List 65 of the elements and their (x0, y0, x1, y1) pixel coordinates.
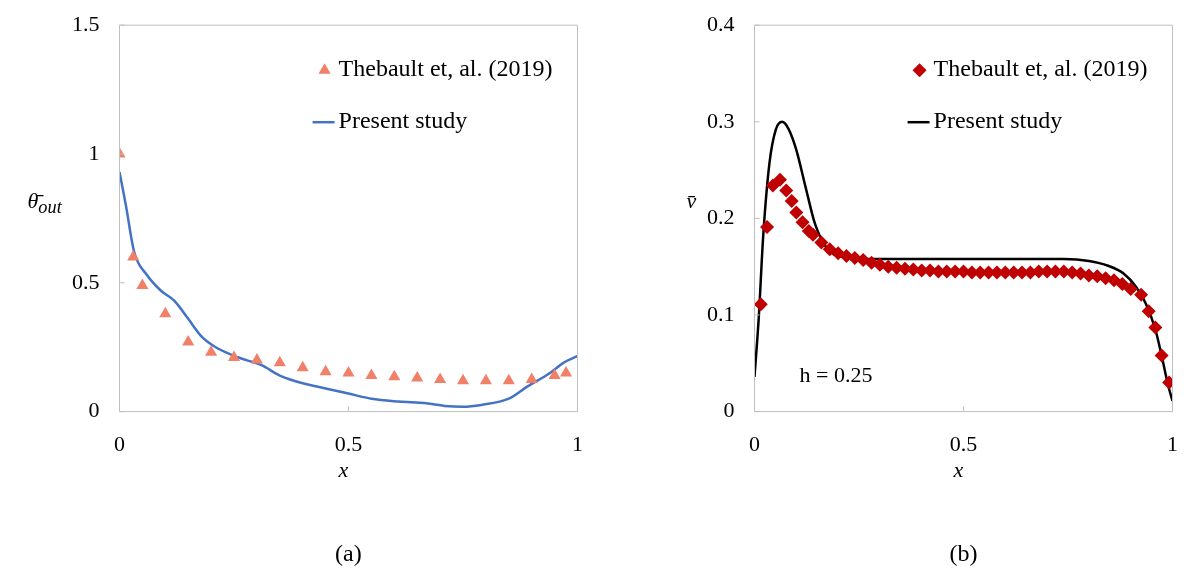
point (754, 297, 768, 312)
point (296, 360, 309, 372)
point (159, 306, 172, 318)
point (502, 373, 515, 385)
point (205, 345, 218, 356)
x-tick-label: 0 (749, 430, 760, 456)
point (779, 183, 794, 198)
y-tick-label: 0.5 (72, 268, 100, 294)
text: (a) (335, 540, 362, 567)
x-tick-label: 0 (114, 430, 125, 456)
point (773, 172, 787, 187)
point (1148, 320, 1163, 335)
point (273, 355, 286, 367)
legend-label: Present study (338, 107, 468, 134)
point (525, 372, 538, 383)
y-tick-label: 0.4 (707, 10, 735, 36)
y-axis-title: θ̄$_{out}$ (27, 188, 62, 219)
y-tick-label: 0.3 (707, 107, 735, 133)
point (456, 373, 470, 385)
point (227, 350, 241, 361)
point (789, 205, 804, 220)
y-tick-label: 0 (723, 397, 735, 423)
point (127, 250, 140, 261)
point (559, 365, 573, 377)
x-axis-title: x (338, 456, 349, 483)
point (814, 235, 829, 250)
point (411, 371, 424, 382)
point (136, 278, 149, 289)
y-axis-title: v̄ (686, 188, 697, 215)
legend-label: Thebault et, al. (2019) (338, 55, 553, 82)
y-tick-label: 0.1 (707, 300, 735, 326)
text: (b) (949, 540, 978, 567)
point (1134, 287, 1149, 302)
y-tick-label: 0.2 (707, 204, 735, 230)
point (1141, 304, 1156, 319)
legend-label: Thebault et, al. (2019) (933, 55, 1148, 82)
annotation: h = 0.25 (799, 361, 873, 388)
point (1123, 281, 1138, 296)
point (388, 369, 401, 381)
y-tick-label: 1 (88, 139, 100, 165)
x-tick-label: 1 (1167, 430, 1178, 456)
point (182, 335, 195, 346)
point (806, 227, 821, 242)
point (765, 178, 780, 193)
point (795, 215, 810, 230)
y-tick-label: 1.5 (72, 10, 100, 36)
point (548, 368, 561, 380)
point (760, 220, 775, 235)
x-tick-label: 0.5 (334, 430, 363, 456)
point (784, 194, 799, 209)
y-tick-label: 0 (88, 397, 100, 423)
point (479, 373, 492, 385)
x-tick-label: 1 (572, 430, 583, 456)
point (250, 353, 263, 364)
point (365, 368, 378, 380)
legend-label: Present study (933, 107, 1063, 134)
line-series (119, 170, 578, 408)
point (1115, 277, 1130, 292)
x-axis-title: x (953, 456, 964, 483)
x-tick-label: 0.5 (949, 430, 978, 456)
point (1154, 348, 1169, 363)
point (822, 242, 837, 257)
point (434, 372, 447, 383)
point (319, 364, 332, 376)
point (342, 365, 355, 377)
